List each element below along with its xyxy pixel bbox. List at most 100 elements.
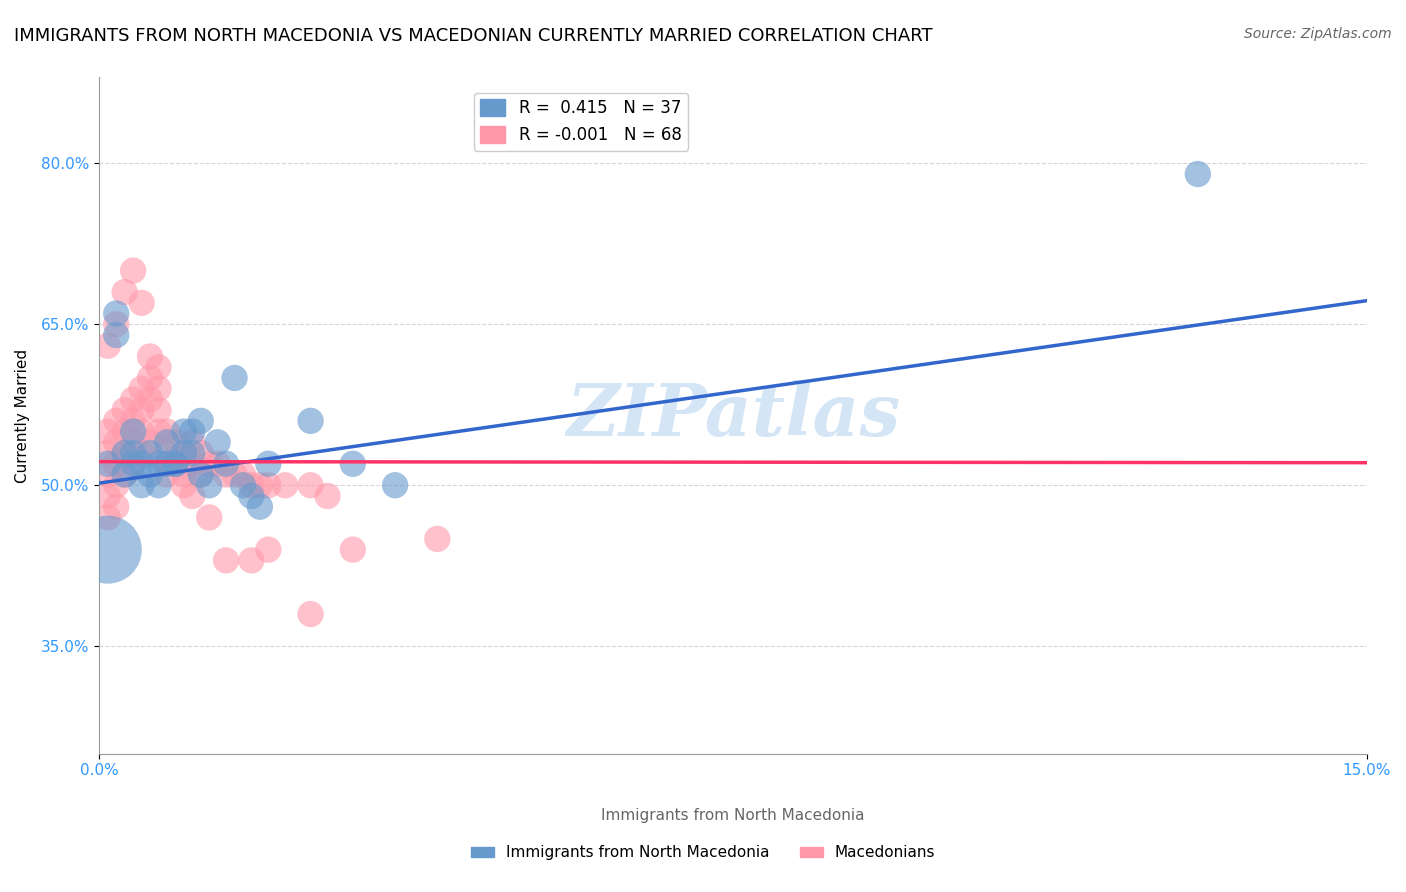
Point: [257, 542, 280, 557]
Point: [257, 457, 280, 471]
Point: [232, 478, 254, 492]
Point: [249, 500, 271, 514]
Point: [148, 382, 170, 396]
Point: [148, 457, 170, 471]
Point: [114, 425, 136, 439]
Point: [165, 457, 187, 471]
Point: [97, 425, 120, 439]
Point: [215, 457, 238, 471]
Legend: R =  0.415   N = 37, R = -0.001   N = 68: R = 0.415 N = 37, R = -0.001 N = 68: [474, 93, 689, 151]
Point: [181, 435, 204, 450]
Point: [156, 435, 179, 450]
Point: [131, 382, 153, 396]
Point: [122, 263, 145, 277]
Point: [97, 339, 120, 353]
Point: [148, 403, 170, 417]
Point: [139, 371, 162, 385]
Point: [114, 467, 136, 482]
Point: [173, 425, 195, 439]
Point: [97, 489, 120, 503]
Point: [215, 553, 238, 567]
Point: [156, 467, 179, 482]
Point: [232, 467, 254, 482]
Point: [131, 295, 153, 310]
Point: [105, 435, 128, 450]
Point: [207, 435, 229, 450]
Point: [156, 457, 179, 471]
Point: [299, 414, 322, 428]
Point: [114, 403, 136, 417]
Point: [215, 467, 238, 482]
Point: [114, 467, 136, 482]
Point: [173, 467, 195, 482]
Point: [207, 457, 229, 471]
Point: [122, 446, 145, 460]
Point: [173, 446, 195, 460]
Point: [257, 478, 280, 492]
Point: [114, 446, 136, 460]
Point: [139, 350, 162, 364]
Point: [198, 457, 221, 471]
Point: [139, 435, 162, 450]
Point: [114, 285, 136, 299]
Point: [190, 467, 212, 482]
Point: [131, 425, 153, 439]
Point: [173, 446, 195, 460]
Point: [342, 457, 364, 471]
Point: [173, 478, 195, 492]
Point: [97, 542, 120, 557]
Text: ZIPatlas: ZIPatlas: [567, 380, 900, 451]
Point: [156, 446, 179, 460]
Point: [299, 607, 322, 621]
Point: [97, 510, 120, 524]
Point: [165, 435, 187, 450]
Point: [274, 478, 297, 492]
Point: [181, 489, 204, 503]
Point: [190, 467, 212, 482]
Point: [105, 328, 128, 343]
Point: [105, 414, 128, 428]
Point: [97, 467, 120, 482]
Text: Source: ZipAtlas.com: Source: ZipAtlas.com: [1244, 27, 1392, 41]
Point: [97, 446, 120, 460]
Point: [165, 457, 187, 471]
Point: [122, 457, 145, 471]
Point: [105, 500, 128, 514]
Point: [198, 478, 221, 492]
Point: [156, 457, 179, 471]
Point: [198, 510, 221, 524]
Point: [122, 425, 145, 439]
Point: [122, 414, 145, 428]
Point: [97, 457, 120, 471]
Point: [139, 392, 162, 407]
Point: [224, 371, 246, 385]
Point: [240, 489, 263, 503]
Point: [426, 532, 449, 546]
Point: [114, 446, 136, 460]
Point: [122, 457, 145, 471]
Point: [181, 457, 204, 471]
Point: [105, 306, 128, 320]
Point: [240, 553, 263, 567]
Point: [131, 403, 153, 417]
Point: [122, 392, 145, 407]
Point: [224, 467, 246, 482]
Point: [240, 478, 263, 492]
Point: [299, 478, 322, 492]
Point: [139, 446, 162, 460]
Y-axis label: Currently Married: Currently Married: [15, 349, 30, 483]
Text: IMMIGRANTS FROM NORTH MACEDONIA VS MACEDONIAN CURRENTLY MARRIED CORRELATION CHAR: IMMIGRANTS FROM NORTH MACEDONIA VS MACED…: [14, 27, 932, 45]
Point: [342, 542, 364, 557]
Point: [105, 478, 128, 492]
Point: [190, 446, 212, 460]
Point: [384, 478, 406, 492]
Point: [122, 435, 145, 450]
Point: [190, 414, 212, 428]
Point: [181, 446, 204, 460]
Point: [1187, 167, 1209, 181]
Point: [181, 425, 204, 439]
Point: [148, 478, 170, 492]
Point: [165, 457, 187, 471]
Point: [148, 360, 170, 375]
Point: [131, 478, 153, 492]
